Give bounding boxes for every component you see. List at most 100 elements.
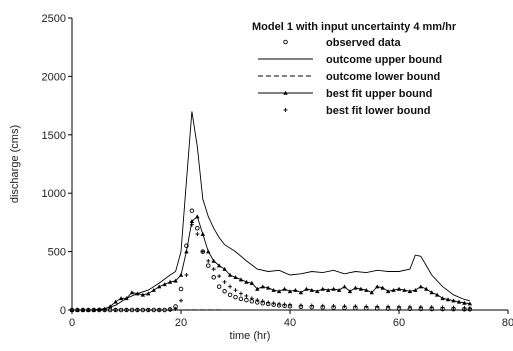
data-point <box>434 292 440 297</box>
data-point <box>375 304 380 309</box>
data-point <box>200 231 205 236</box>
data-point <box>80 308 85 312</box>
legend: Model 1 with input uncertainty 4 mm/hr o… <box>252 21 457 117</box>
data-point <box>440 305 445 310</box>
data-point <box>216 284 222 289</box>
data-point <box>184 243 189 249</box>
y-tick-label: 0 <box>60 305 66 317</box>
series-best-fit-upper-bound <box>69 214 473 312</box>
y-tick-label: 1500 <box>42 130 66 142</box>
data-point <box>184 249 189 254</box>
data-point <box>271 287 276 292</box>
chart-title: Model 1 with input uncertainty 4 mm/hr <box>252 21 457 33</box>
legend-label: observed data <box>326 37 401 49</box>
data-point <box>467 306 472 311</box>
data-point <box>227 292 233 298</box>
data-point <box>211 267 216 272</box>
data-point <box>249 296 254 301</box>
data-point <box>325 287 331 292</box>
data-point <box>462 300 467 305</box>
legend-item: best fit upper bound <box>258 88 432 100</box>
data-point <box>364 287 369 292</box>
data-point <box>86 307 91 312</box>
legend-label: outcome lower bound <box>326 71 440 83</box>
data-point <box>146 308 151 312</box>
data-point <box>151 287 156 292</box>
x-tick-label: 0 <box>69 317 75 329</box>
data-point <box>429 290 434 295</box>
data-point <box>135 291 140 296</box>
data-point <box>173 306 178 311</box>
data-point <box>260 284 265 289</box>
data-point <box>233 288 238 293</box>
data-point <box>179 298 183 303</box>
data-point <box>255 298 260 303</box>
legend-item: best fit lower bound <box>283 105 431 117</box>
data-point <box>277 301 282 306</box>
data-point <box>255 286 260 291</box>
x-tick-label: 60 <box>393 317 405 329</box>
data-point <box>157 308 162 312</box>
data-point <box>424 286 429 291</box>
data-point <box>331 303 336 308</box>
data-point <box>271 301 276 306</box>
data-point <box>369 290 374 295</box>
data-point <box>418 284 423 289</box>
y-tick-label: 500 <box>48 247 66 259</box>
data-point <box>315 289 320 294</box>
data-point <box>211 258 216 263</box>
legend-symbol <box>283 39 288 45</box>
data-point <box>402 287 407 292</box>
data-point <box>113 308 118 312</box>
data-point <box>195 225 200 231</box>
legend-item: observed data <box>283 37 401 49</box>
data-point <box>162 282 167 287</box>
data-point <box>413 287 418 292</box>
data-point <box>233 275 238 280</box>
data-point <box>260 299 265 304</box>
data-point <box>397 304 401 309</box>
data-point <box>228 284 233 289</box>
data-point <box>342 284 347 289</box>
x-axis-label: time (hr) <box>230 330 271 342</box>
y-tick-label: 1000 <box>42 188 66 200</box>
data-point <box>113 299 118 304</box>
data-point <box>178 286 184 292</box>
y-tick-label: 2500 <box>42 13 66 25</box>
data-point <box>140 292 146 297</box>
data-point <box>184 272 189 277</box>
data-point <box>205 263 211 268</box>
data-point <box>168 308 173 312</box>
data-point <box>178 272 184 277</box>
data-point <box>456 299 462 304</box>
data-point <box>364 304 369 309</box>
data-point <box>396 286 402 291</box>
data-point <box>288 302 292 307</box>
data-point <box>287 289 293 294</box>
data-point <box>217 274 222 279</box>
x-tick-label: 80 <box>502 317 513 329</box>
data-point <box>462 305 467 310</box>
data-point <box>276 289 282 294</box>
data-point <box>266 285 271 290</box>
data-point <box>129 290 135 295</box>
data-point <box>118 296 124 301</box>
data-point <box>282 286 287 291</box>
data-point <box>336 287 342 292</box>
data-point <box>385 289 391 294</box>
data-point <box>189 219 195 223</box>
legend-marker <box>283 90 288 95</box>
data-point <box>157 284 162 289</box>
data-point <box>227 272 233 277</box>
data-point <box>320 286 325 291</box>
data-point <box>233 294 238 300</box>
data-point <box>173 278 178 283</box>
legend-symbol <box>283 108 288 112</box>
data-point <box>451 305 456 310</box>
data-point <box>342 304 347 309</box>
series-outcome-upper-bound <box>72 111 470 311</box>
data-point <box>380 285 385 290</box>
data-point <box>451 298 456 303</box>
data-point <box>358 286 364 291</box>
legend-label: best fit upper bound <box>326 88 432 100</box>
